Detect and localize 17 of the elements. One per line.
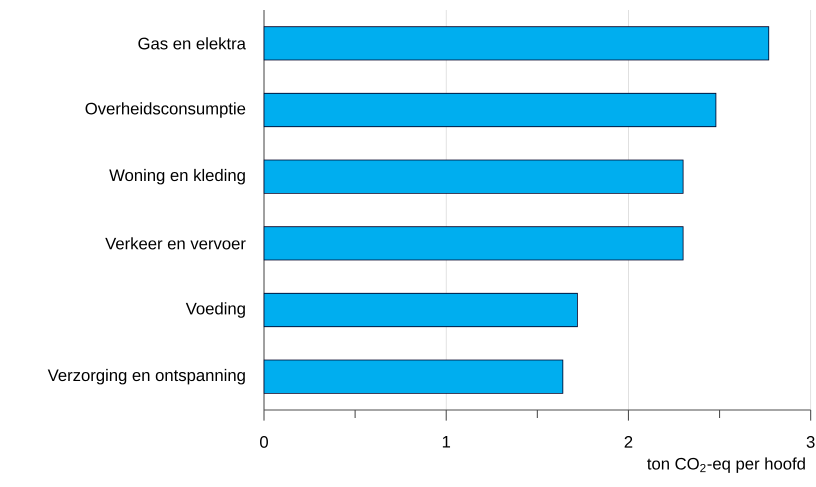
x-axis-title: ton CO$_{2}$-eq per hoofd — [647, 457, 805, 473]
y-tick-label: Overheidsconsumptie — [86, 102, 246, 118]
y-tick-label: Gas en elektra — [138, 37, 246, 50]
x-tick-label: 1 — [442, 436, 450, 448]
y-tick-label: Voeding — [186, 302, 245, 318]
x-tick-label: 0 — [260, 436, 268, 448]
y-tick-label: Woning en kleding — [109, 168, 245, 184]
x-tick-label: 3 — [806, 436, 815, 448]
bar — [264, 226, 684, 260]
y-tick-label: Verkeer en vervoer — [105, 237, 246, 250]
x-tick-label: 2 — [624, 436, 632, 448]
bar — [264, 292, 578, 328]
bar — [264, 160, 684, 194]
bar — [264, 26, 770, 60]
bar — [264, 360, 564, 394]
y-tick-label: Verzorging en ontspanning — [48, 368, 245, 384]
bar — [264, 92, 716, 128]
